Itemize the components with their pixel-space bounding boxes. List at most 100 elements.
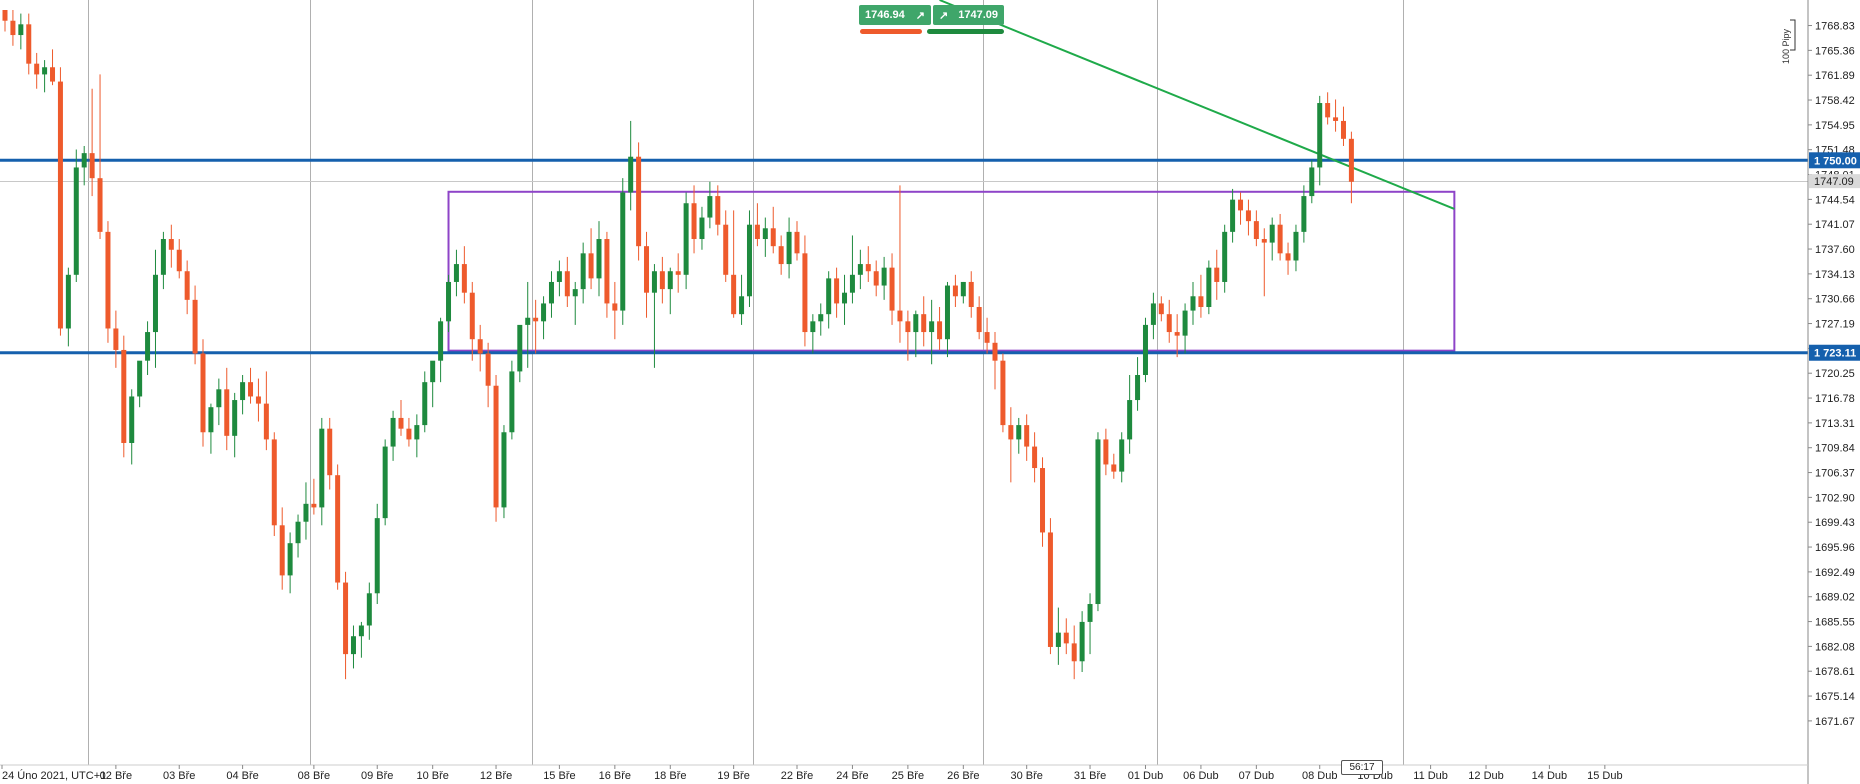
chart-drawings[interactable] <box>0 0 1808 355</box>
candle <box>1000 353 1006 433</box>
price-tick-label: 1720.25 <box>1815 368 1855 380</box>
candle <box>849 235 855 304</box>
range-rectangle[interactable] <box>447 190 1456 352</box>
candle-body <box>873 271 879 286</box>
candle <box>438 317 444 383</box>
candle <box>944 281 950 358</box>
candle-body <box>57 81 63 329</box>
buy-quote-button[interactable]: ↗ 1747.09 <box>933 5 1004 25</box>
candle-body <box>1055 632 1061 647</box>
candle <box>541 296 547 340</box>
candle <box>556 260 562 297</box>
price-tick-label: 1689.02 <box>1815 592 1855 604</box>
pip-ruler-label: 100 Pipy <box>1781 28 1791 64</box>
sell-quote-button[interactable]: 1746.94 ↗ <box>859 5 931 25</box>
candle-body <box>699 217 705 240</box>
candle-body <box>176 249 182 272</box>
candle <box>1333 99 1339 132</box>
candle-body <box>200 353 206 433</box>
candle-body <box>271 439 277 526</box>
candle <box>842 274 848 325</box>
candle-body <box>1190 296 1196 311</box>
candle-body <box>1135 375 1141 401</box>
time-tick-label: 16 Bře <box>599 770 631 782</box>
candle <box>390 410 396 461</box>
candle <box>525 281 531 368</box>
candle-body <box>517 324 523 372</box>
candle <box>1127 375 1133 454</box>
candle <box>263 371 269 451</box>
time-tick-label: 24 Bře <box>836 770 868 782</box>
price-tick-label: 1744.54 <box>1815 194 1855 206</box>
price-axis[interactable]: 1768.831765.361761.891758.421754.951751.… <box>1808 21 1855 728</box>
candle <box>699 206 705 250</box>
candle-body <box>192 299 198 354</box>
level-price-marker-label: 1 723.11 <box>1814 348 1856 360</box>
candle-body <box>1024 425 1030 447</box>
time-tick-label: 02 Bře <box>100 770 132 782</box>
candle-body <box>1032 446 1038 469</box>
candle <box>42 60 48 93</box>
candle <box>1174 314 1180 358</box>
candle <box>905 310 911 361</box>
candle-body <box>358 625 364 637</box>
candle-body <box>937 321 943 340</box>
candle <box>723 210 729 282</box>
candle-body <box>224 389 230 436</box>
candle-body <box>778 246 784 265</box>
candle <box>295 514 301 558</box>
candle <box>715 185 721 236</box>
candle-body <box>1238 199 1244 211</box>
candle <box>548 271 554 318</box>
candle-body <box>533 317 539 322</box>
candle <box>216 378 222 426</box>
candle-body <box>1230 199 1236 232</box>
time-tick-label: 10 Bře <box>416 770 448 782</box>
candle-body <box>287 543 293 576</box>
candle <box>857 249 863 290</box>
candle-body <box>913 314 919 333</box>
candle-body <box>651 271 657 293</box>
candle-body <box>1166 314 1172 333</box>
candle <box>73 149 79 282</box>
sell-volume-bar <box>860 29 922 34</box>
candle-body <box>604 239 610 304</box>
candle-body <box>786 231 792 265</box>
candle <box>683 192 689 290</box>
candle <box>271 432 277 537</box>
candle <box>620 178 626 325</box>
candle-body <box>548 281 554 304</box>
candle <box>873 260 879 297</box>
candle-body <box>414 425 420 440</box>
candle-body <box>485 353 491 386</box>
candle-body <box>279 525 285 576</box>
price-tick-label: 1758.42 <box>1815 95 1855 107</box>
level-price-marker-label: 1 750.00 <box>1814 155 1857 167</box>
candle-body <box>327 428 333 476</box>
candle-body <box>1016 425 1022 440</box>
price-tick-label: 1734.13 <box>1815 269 1855 281</box>
candle-body <box>1000 360 1006 426</box>
candle <box>675 253 681 293</box>
candle-body <box>826 278 832 315</box>
candle <box>1269 217 1275 261</box>
candle <box>1325 92 1331 125</box>
candle-body <box>1150 303 1156 325</box>
candle-body <box>1206 267 1212 308</box>
time-tick-label: 04 Bře <box>226 770 258 782</box>
candle-body <box>406 428 412 440</box>
price-tick-label: 1754.95 <box>1815 120 1855 132</box>
candle-body <box>152 274 158 333</box>
trend-line[interactable] <box>939 0 1455 210</box>
candle-body <box>1174 332 1180 336</box>
candle <box>382 439 388 526</box>
candle-body <box>525 317 531 325</box>
candle <box>778 235 784 275</box>
candle <box>1214 249 1220 300</box>
candle-body <box>469 292 475 340</box>
candle <box>968 271 974 318</box>
candle <box>255 378 261 422</box>
candle-body <box>1158 303 1164 315</box>
candle <box>1142 317 1148 383</box>
